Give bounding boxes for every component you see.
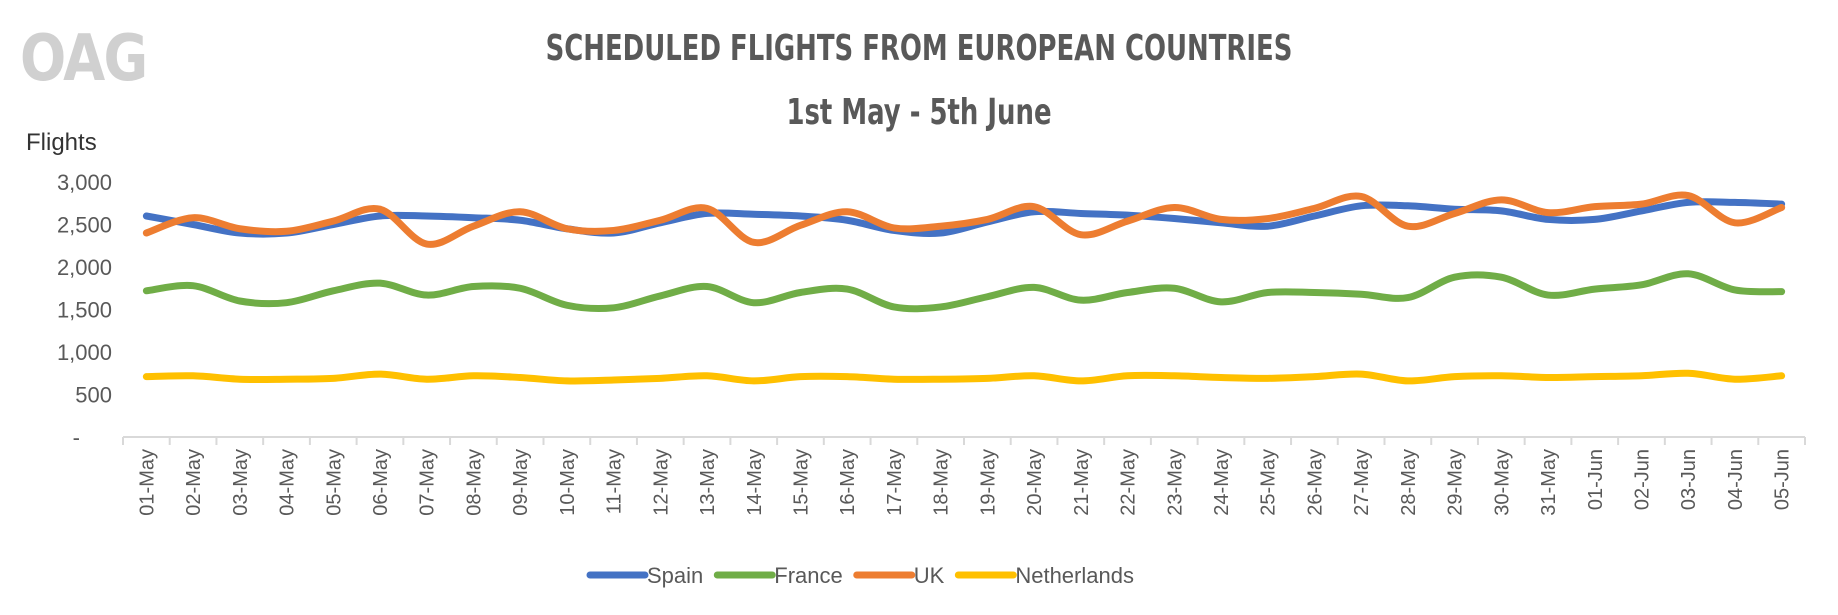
x-tick-label: 31-May [1538, 449, 1560, 516]
x-tick-label: 01-Jun [1585, 449, 1607, 510]
x-tick-label: 27-May [1351, 449, 1373, 516]
x-tick-label: 15-May [790, 449, 812, 516]
x-tick-label: 14-May [744, 449, 766, 516]
chart-subtitle: 1st May - 5th June [786, 92, 1052, 133]
series-line-spain [142, 198, 1786, 238]
x-tick-label: 25-May [1258, 449, 1280, 516]
x-tick-label: 26-May [1304, 449, 1326, 516]
x-tick-label: 04-May [277, 449, 299, 516]
x-tick-label: 17-May [884, 449, 906, 516]
x-tick-label: 29-May [1445, 449, 1467, 516]
y-tick-label: 500 [75, 383, 112, 408]
x-tick-label: 11-May [604, 449, 626, 514]
series-line-netherlands [142, 369, 1786, 385]
series-line-france [142, 270, 1786, 313]
x-tick-label: 12-May [650, 449, 672, 516]
x-tick-label: 07-May [417, 449, 439, 516]
y-tick-label: 2,500 [57, 213, 112, 238]
x-tick-label: 18-May [931, 449, 953, 516]
x-tick-label: 05-Jun [1772, 449, 1794, 510]
chart-title: SCHEDULED FLIGHTS FROM EUROPEAN COUNTRIE… [545, 28, 1293, 69]
x-tick-label: 06-May [370, 449, 392, 516]
x-tick-label: 09-May [510, 449, 532, 516]
x-tick-label: 02-Jun [1631, 449, 1653, 510]
x-tick-label: 03-May [230, 449, 252, 516]
y-tick-label: 3,000 [57, 170, 112, 195]
y-tick-label: 1,500 [57, 298, 112, 323]
x-tick-label: 01-May [136, 449, 158, 516]
x-tick-label: 16-May [837, 449, 859, 516]
legend-label-france: France [774, 563, 842, 588]
x-tick-label: 10-May [557, 449, 579, 516]
x-tick-label: 30-May [1491, 449, 1513, 516]
y-axis-label: Flights [26, 129, 97, 156]
y-tick-label: - [73, 425, 80, 450]
legend-label-spain: Spain [647, 563, 703, 588]
y-tick-label: 2,000 [57, 255, 112, 280]
x-tick-label: 21-May [1071, 449, 1093, 516]
x-tick-label: 20-May [1024, 449, 1046, 516]
x-tick-label: 24-May [1211, 449, 1233, 516]
x-tick-label: 22-May [1118, 449, 1140, 516]
x-tick-label: 19-May [977, 449, 999, 516]
oag-logo: OAG [20, 22, 148, 96]
x-tick-label: 13-May [697, 449, 719, 516]
x-tick-label: 23-May [1164, 449, 1186, 516]
series-line-uk [142, 191, 1786, 248]
legend-label-uk: UK [914, 563, 945, 588]
x-tick-label: 02-May [183, 449, 205, 516]
legend-label-netherlands: Netherlands [1015, 563, 1134, 588]
y-tick-label: 1,000 [57, 340, 112, 365]
x-tick-label: 28-May [1398, 449, 1420, 516]
x-tick-label: 04-Jun [1725, 449, 1747, 510]
x-tick-label: 08-May [463, 449, 485, 516]
x-tick-label: 05-May [323, 449, 345, 516]
x-tick-label: 03-Jun [1678, 449, 1700, 510]
